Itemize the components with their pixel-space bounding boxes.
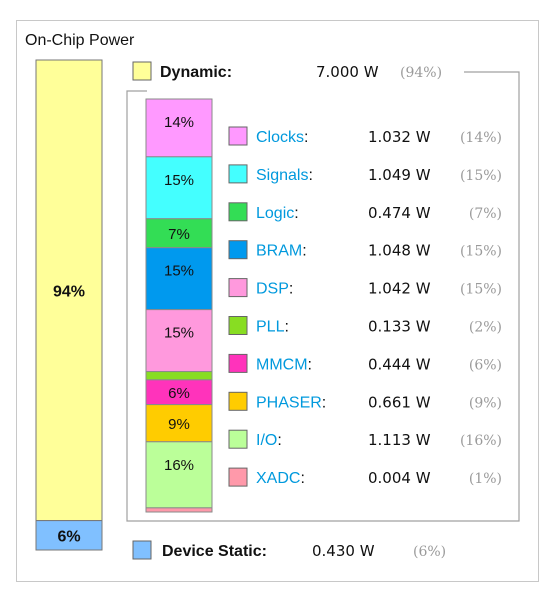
- dynamic-swatch: [132, 61, 152, 81]
- legend-label-bram[interactable]: BRAM:: [256, 243, 307, 260]
- dynamic-bar-segment-pll: [145, 371, 213, 381]
- device-static-swatch: [132, 540, 152, 560]
- legend-value-pll: 0.133 W: [368, 318, 431, 336]
- legend-value-phaser: 0.661 W: [368, 393, 431, 411]
- dynamic-bar-label-dsp: 15%: [164, 325, 194, 342]
- dynamic-label: Dynamic:: [160, 64, 232, 81]
- legend-percent-bram: (15%): [460, 244, 502, 260]
- legend-percent-xadc: (1%): [469, 471, 502, 487]
- dynamic-bar-label-phaser: 9%: [168, 416, 190, 433]
- device-static-percent: (6%): [413, 544, 446, 560]
- dynamic-bar-segment-logic: [145, 218, 213, 249]
- device-static-label: Device Static:: [162, 543, 267, 560]
- legend-value-xadc: 0.004 W: [368, 469, 431, 487]
- legend-percent-signals: (15%): [460, 168, 502, 184]
- legend-swatch-pll: [228, 316, 248, 335]
- dynamic-connector: [126, 71, 520, 522]
- legend-value-i-o: 1.113 W: [368, 431, 431, 449]
- legend-value-signals: 1.049 W: [368, 166, 431, 184]
- legend-value-dsp: 1.042 W: [368, 280, 431, 298]
- dynamic-breakdown-legend: Clocks: 1.032 W (14%) Signals: 1.049 W (15%) L…: [228, 126, 502, 487]
- dynamic-bar-segment-bram: [145, 247, 213, 311]
- legend-value-bram: 1.048 W: [368, 242, 431, 260]
- legend-label-clocks[interactable]: Clocks:: [256, 129, 308, 146]
- legend-label-i-o[interactable]: I/O:: [256, 432, 282, 449]
- legend-percent-dsp: (15%): [460, 282, 502, 298]
- dynamic-bar-segment-clocks: [145, 98, 213, 158]
- panel-title: On-Chip Power: [21, 31, 139, 51]
- legend-swatch-phaser: [228, 391, 248, 411]
- dynamic-bar-label-bram: 15%: [164, 263, 194, 280]
- legend-label-signals[interactable]: Signals:: [256, 167, 313, 184]
- dynamic-bar-label-mmcm: 6%: [168, 385, 190, 402]
- dynamic-bar-segment-xadc: [145, 507, 213, 513]
- legend-label-pll[interactable]: PLL:: [256, 319, 289, 336]
- dynamic-bar-label-logic: 7%: [168, 226, 190, 243]
- legend-value-mmcm: 0.444 W: [368, 355, 431, 373]
- dynamic-bar-label-i-o: 16%: [164, 457, 194, 474]
- total-bar-label-dynamic: 94%: [53, 283, 85, 300]
- legend-swatch-i-o: [228, 429, 248, 449]
- legend-label-dsp[interactable]: DSP:: [256, 281, 293, 298]
- legend-swatch-signals: [228, 164, 248, 184]
- dynamic-bar-segment-dsp: [145, 309, 213, 373]
- total-power-bar: 94% 6%: [35, 59, 103, 551]
- legend-percent-clocks: (14%): [460, 130, 502, 146]
- legend-percent-pll: (2%): [469, 320, 502, 336]
- dynamic-bar-segment-mmcm: [145, 379, 213, 406]
- legend-swatch-bram: [228, 240, 248, 260]
- legend-value-clocks: 1.032 W: [368, 128, 431, 146]
- legend-label-phaser[interactable]: PHASER:: [256, 394, 326, 411]
- legend-percent-mmcm: (6%): [469, 357, 502, 373]
- legend-percent-logic: (7%): [469, 206, 502, 222]
- total-bar-label-device-static: 6%: [57, 528, 80, 545]
- legend-swatch-clocks: [228, 126, 248, 146]
- dynamic-bar-segment-i-o: [145, 441, 213, 509]
- dynamic-value: 7.000 W: [316, 63, 379, 81]
- total-bar-segment-dynamic: [35, 59, 103, 522]
- legend-swatch-xadc: [228, 467, 248, 487]
- dynamic-bar-label-clocks: 14%: [164, 114, 194, 131]
- legend-label-mmcm[interactable]: MMCM:: [256, 356, 312, 373]
- legend-label-logic[interactable]: Logic:: [256, 205, 299, 222]
- legend-swatch-mmcm: [228, 353, 248, 373]
- on-chip-power-panel: On-Chip Power: [16, 20, 539, 582]
- dynamic-breakdown-bar: 14% 15% 7% 15% 15% 6% 9% 16%: [145, 98, 213, 513]
- legend-label-xadc[interactable]: XADC:: [256, 470, 305, 487]
- legend-percent-i-o: (16%): [460, 433, 502, 449]
- total-bar-segment-device-static: [35, 520, 103, 551]
- legend-value-logic: 0.474 W: [368, 204, 431, 222]
- legend-percent-phaser: (9%): [469, 395, 502, 411]
- legend-swatch-logic: [228, 202, 248, 222]
- legend-swatch-dsp: [228, 278, 248, 298]
- dynamic-percent: (94%): [400, 65, 442, 81]
- device-static-value: 0.430 W: [312, 542, 375, 560]
- dynamic-bar-label-signals: 15%: [164, 172, 194, 189]
